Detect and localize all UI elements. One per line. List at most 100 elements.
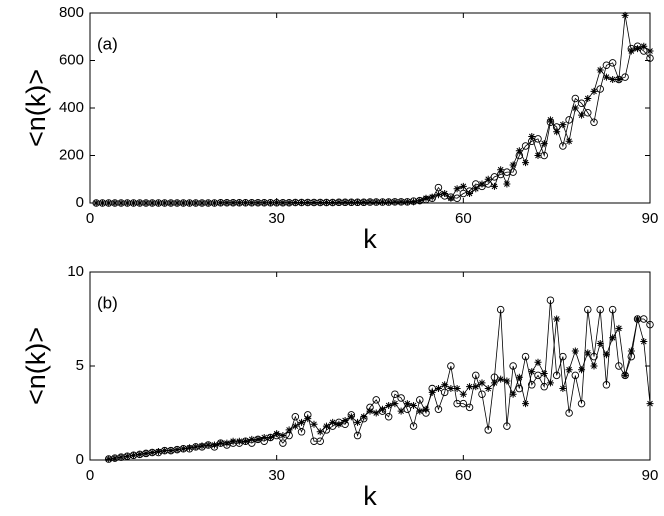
star-marker: [310, 420, 318, 428]
circle-marker: [434, 183, 443, 192]
star-marker: [609, 334, 617, 342]
star-marker: [298, 199, 306, 207]
star-marker: [434, 385, 442, 393]
star-marker: [248, 199, 256, 207]
star-marker: [522, 159, 530, 167]
star-marker: [497, 166, 505, 174]
star-marker: [615, 76, 623, 83]
star-marker: [584, 349, 592, 357]
star-marker: [553, 128, 561, 136]
star-marker: [329, 199, 337, 207]
star-marker: [279, 199, 287, 207]
star-marker: [634, 45, 642, 53]
circle-marker: [515, 384, 524, 393]
star-marker: [360, 198, 368, 206]
star-marker: [130, 199, 138, 207]
series-line: [108, 318, 651, 460]
y-tick-label: 400: [59, 99, 84, 116]
star-marker: [161, 447, 169, 455]
star-marker: [646, 400, 654, 408]
circle-marker: [559, 142, 567, 150]
star-marker: [298, 418, 306, 426]
star-marker: [167, 447, 175, 455]
circle-marker: [353, 431, 362, 440]
star-marker: [105, 199, 113, 207]
star-marker: [273, 199, 281, 207]
series-line: [96, 45, 651, 204]
star-marker: [553, 315, 561, 323]
star-marker: [466, 383, 474, 391]
y-tick-label: 0: [76, 194, 84, 211]
star-marker: [123, 452, 131, 460]
circle-marker: [621, 73, 629, 81]
star-marker: [546, 379, 554, 387]
star-marker: [472, 383, 480, 391]
star-marker: [528, 133, 536, 140]
star-marker: [242, 199, 250, 207]
star-marker: [186, 199, 194, 207]
star-marker: [602, 73, 610, 81]
star-marker: [148, 448, 156, 456]
circle-marker: [584, 108, 592, 117]
circle-marker: [447, 362, 455, 370]
star-marker: [503, 180, 511, 188]
star-marker: [590, 362, 598, 370]
star-marker: [571, 104, 579, 112]
circle-marker: [534, 135, 542, 143]
star-marker: [248, 435, 256, 443]
circle-marker: [478, 390, 486, 398]
star-marker: [509, 161, 517, 169]
star-marker: [459, 182, 467, 190]
star-marker: [403, 198, 411, 206]
circle-marker: [546, 296, 555, 304]
star-marker: [441, 381, 449, 389]
star-marker: [136, 199, 144, 207]
star-marker: [167, 199, 175, 207]
star-marker: [578, 366, 586, 374]
circle-marker: [608, 305, 617, 314]
circle-marker: [565, 409, 573, 417]
circle-marker: [459, 399, 468, 408]
star-marker: [478, 379, 486, 387]
circle-marker: [528, 381, 536, 389]
circle-marker: [316, 437, 324, 445]
star-marker: [515, 373, 523, 381]
star-marker: [584, 95, 592, 102]
x-tick-label: 0: [86, 210, 94, 227]
x-tick-label: 30: [268, 210, 285, 227]
star-marker: [422, 194, 430, 202]
star-marker: [354, 198, 362, 206]
y-tick-label: 0: [76, 451, 84, 468]
star-marker: [416, 407, 424, 415]
circle-marker: [521, 142, 530, 150]
star-marker: [509, 390, 517, 398]
circle-marker: [540, 382, 548, 391]
circle-marker: [602, 61, 611, 70]
star-marker: [640, 338, 648, 346]
star-marker: [378, 198, 386, 206]
star-marker: [266, 199, 274, 207]
star-marker: [397, 407, 405, 415]
x-axis-label: k: [363, 481, 377, 511]
star-marker: [565, 137, 573, 145]
star-marker: [627, 47, 635, 55]
star-marker: [154, 199, 162, 207]
star-marker: [634, 315, 642, 323]
star-marker: [378, 405, 386, 413]
y-axis-label: <n(k)>: [21, 327, 51, 405]
star-marker: [173, 446, 181, 454]
circle-marker: [416, 396, 424, 404]
star-marker: [310, 199, 318, 207]
star-marker: [484, 385, 492, 393]
star-marker: [391, 198, 399, 206]
star-marker: [210, 199, 218, 207]
star-marker: [291, 199, 299, 207]
circle-marker: [565, 116, 573, 124]
circle-marker: [534, 371, 542, 380]
star-marker: [229, 199, 237, 207]
star-marker: [341, 417, 349, 425]
circle-marker: [615, 362, 623, 370]
star-marker: [223, 439, 231, 447]
circle-marker: [646, 54, 654, 62]
